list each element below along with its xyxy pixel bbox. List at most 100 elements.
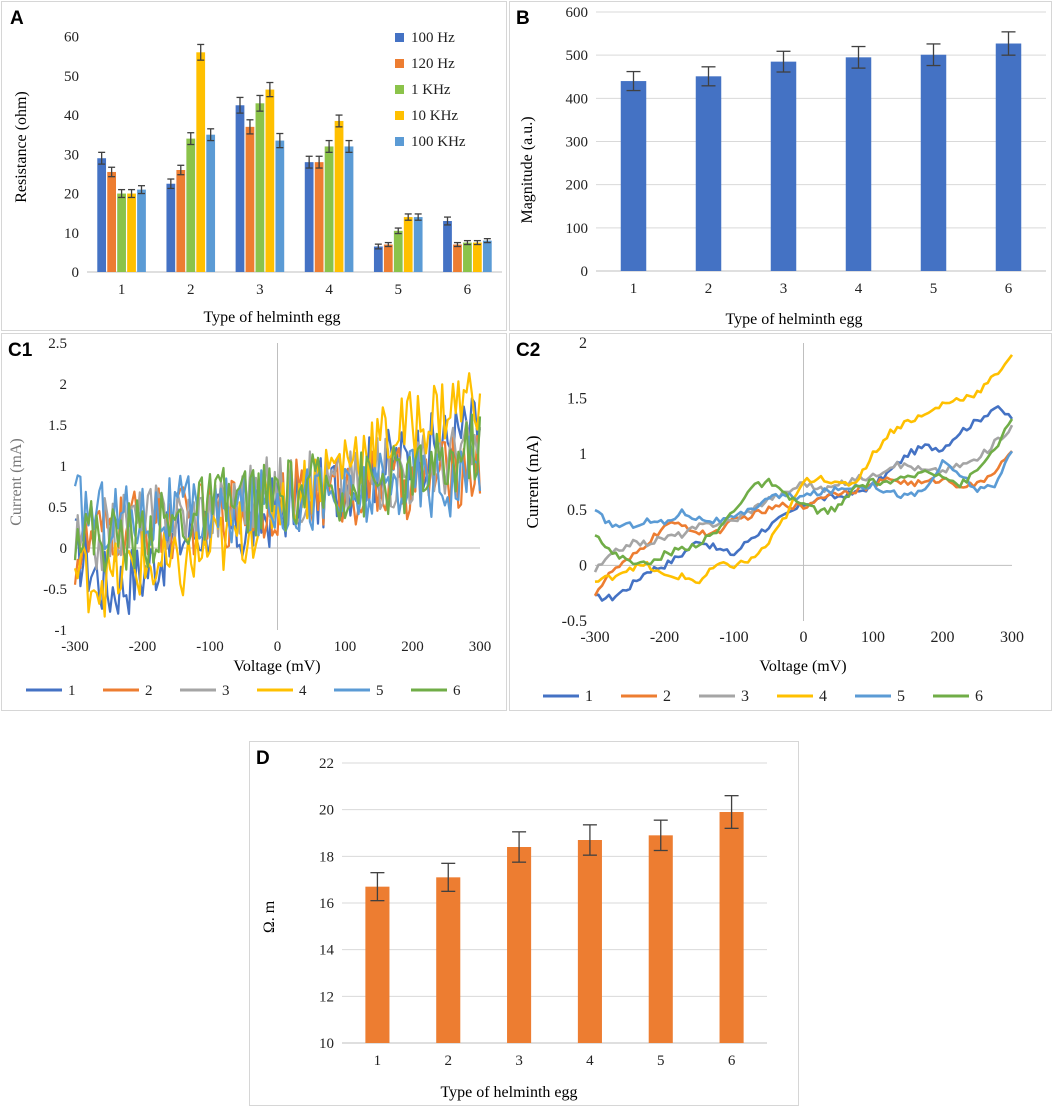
bar (186, 138, 196, 272)
legend-label: 120 Hz (411, 56, 455, 72)
x-tick-label: 4 (325, 282, 333, 298)
y-axis-label: Resistance (ohm) (13, 91, 30, 203)
panel-label: D (256, 748, 270, 769)
legend-label: 3 (741, 688, 749, 705)
y-tick-label: 100 (566, 221, 589, 237)
y-tick-label: 2 (60, 377, 68, 393)
bar (344, 146, 354, 272)
y-tick-label: 500 (566, 48, 589, 64)
x-tick-label: 300 (1000, 629, 1024, 646)
y-tick-label: -0.5 (43, 582, 67, 598)
x-tick-label: 2 (445, 1053, 453, 1069)
y-tick-label: -0.5 (562, 613, 587, 630)
y-axis-label: Ω. m (261, 900, 278, 933)
y-tick-label: 1 (60, 459, 68, 475)
bar (196, 52, 206, 272)
x-tick-label: 5 (395, 282, 403, 298)
y-tick-label: -1 (55, 623, 68, 639)
legend-swatch (395, 111, 404, 120)
series-line (73, 413, 482, 573)
chart-b-svg: B 0 100 200 300 400 500 600 1 2 3 4 5 6 Magnitude (a… (516, 5, 1046, 328)
legend-swatch (395, 85, 404, 94)
bar (413, 217, 423, 272)
bar (436, 877, 461, 1043)
y-tick-label: 0 (60, 541, 68, 557)
legend-label: 5 (897, 688, 905, 705)
legend-label: 3 (222, 683, 230, 699)
series-line (73, 435, 482, 551)
bar (845, 57, 872, 272)
x-tick-label: 2 (705, 281, 713, 297)
bar (206, 134, 216, 272)
legend-label: 4 (819, 688, 827, 705)
y-tick-label: 50 (64, 69, 79, 85)
y-tick-label: 300 (566, 135, 589, 151)
x-tick-label: -100 (719, 629, 748, 646)
bar (324, 146, 334, 272)
bar (235, 105, 245, 273)
bar (373, 246, 383, 272)
series-line (594, 418, 1014, 566)
panel-label: B (516, 8, 530, 29)
bar (463, 242, 472, 272)
series-line (594, 450, 1014, 529)
bar (117, 193, 126, 272)
bar (365, 886, 390, 1043)
bar (107, 171, 117, 272)
y-tick-label: 12 (319, 989, 334, 1005)
legend-label: 4 (299, 683, 307, 699)
bar (995, 43, 1022, 272)
x-tick-label: -200 (650, 629, 679, 646)
panel-c2: C2 -0.5 0 0.5 1 1.5 2 -300 -200 -100 0 100 200 300 1… (509, 333, 1052, 711)
chart-c2-svg: C2 -0.5 0 0.5 1 1.5 2 -300 -200 -100 0 100 200 300 1… (516, 335, 1024, 705)
y-tick-label: 1.5 (48, 418, 67, 434)
y-axis-label: Current (mA) (8, 438, 25, 526)
legend-swatch (395, 137, 404, 146)
panel-label: C1 (8, 340, 33, 361)
x-tick-label: 3 (515, 1053, 523, 1069)
x-tick-label: 300 (469, 639, 492, 655)
bar (507, 847, 532, 1043)
chart-a-svg: A 0 10 20 30 40 50 60 1 2 3 4 5 6 100 Hz 120 Hz 1 KHz 1… (10, 8, 502, 326)
x-tick-label: 0 (800, 629, 808, 646)
x-tick-label: 5 (657, 1053, 665, 1069)
y-tick-label: 40 (64, 108, 79, 124)
x-tick-label: 200 (401, 639, 424, 655)
bar (127, 193, 136, 272)
x-tick-label: 0 (274, 639, 282, 655)
panel-label: A (10, 8, 24, 29)
y-tick-label: 14 (319, 943, 335, 959)
bar (770, 61, 797, 272)
bar (695, 76, 722, 272)
y-axis-label: Current (mA) (523, 435, 542, 528)
legend-label: 100 KHz (411, 134, 466, 150)
series-line (593, 450, 1013, 597)
y-tick-label: 0.5 (567, 502, 587, 519)
legend-label: 5 (376, 683, 384, 699)
y-tick-label: 1 (579, 446, 587, 463)
bar (482, 240, 492, 272)
x-axis-label: Type of helminth egg (725, 311, 862, 328)
x-tick-label: -300 (580, 629, 609, 646)
y-tick-label: 18 (319, 849, 334, 865)
series-line (594, 405, 1014, 602)
chart-c1-svg: C1 -1 -0.5 0 0.5 1 1.5 2 2.5 -300 -200 -100 0 100 200… (8, 336, 492, 699)
legend-swatch (395, 59, 404, 68)
legend-label: 1 (68, 683, 76, 699)
bar (383, 244, 393, 272)
y-tick-label: 1.5 (567, 391, 587, 408)
x-axis-label: Type of helminth egg (440, 1084, 577, 1101)
x-tick-label: 5 (930, 281, 938, 297)
y-tick-label: 400 (566, 91, 589, 107)
bar (472, 242, 482, 272)
legend-label: 10 KHz (411, 108, 458, 124)
y-tick-label: 0 (72, 265, 80, 281)
bar (304, 162, 314, 272)
y-tick-label: 600 (566, 5, 589, 21)
panel-label: C2 (516, 340, 540, 361)
x-tick-label: -100 (196, 639, 224, 655)
bar (265, 89, 275, 272)
x-tick-label: -300 (61, 639, 89, 655)
y-tick-label: 2 (579, 335, 587, 352)
